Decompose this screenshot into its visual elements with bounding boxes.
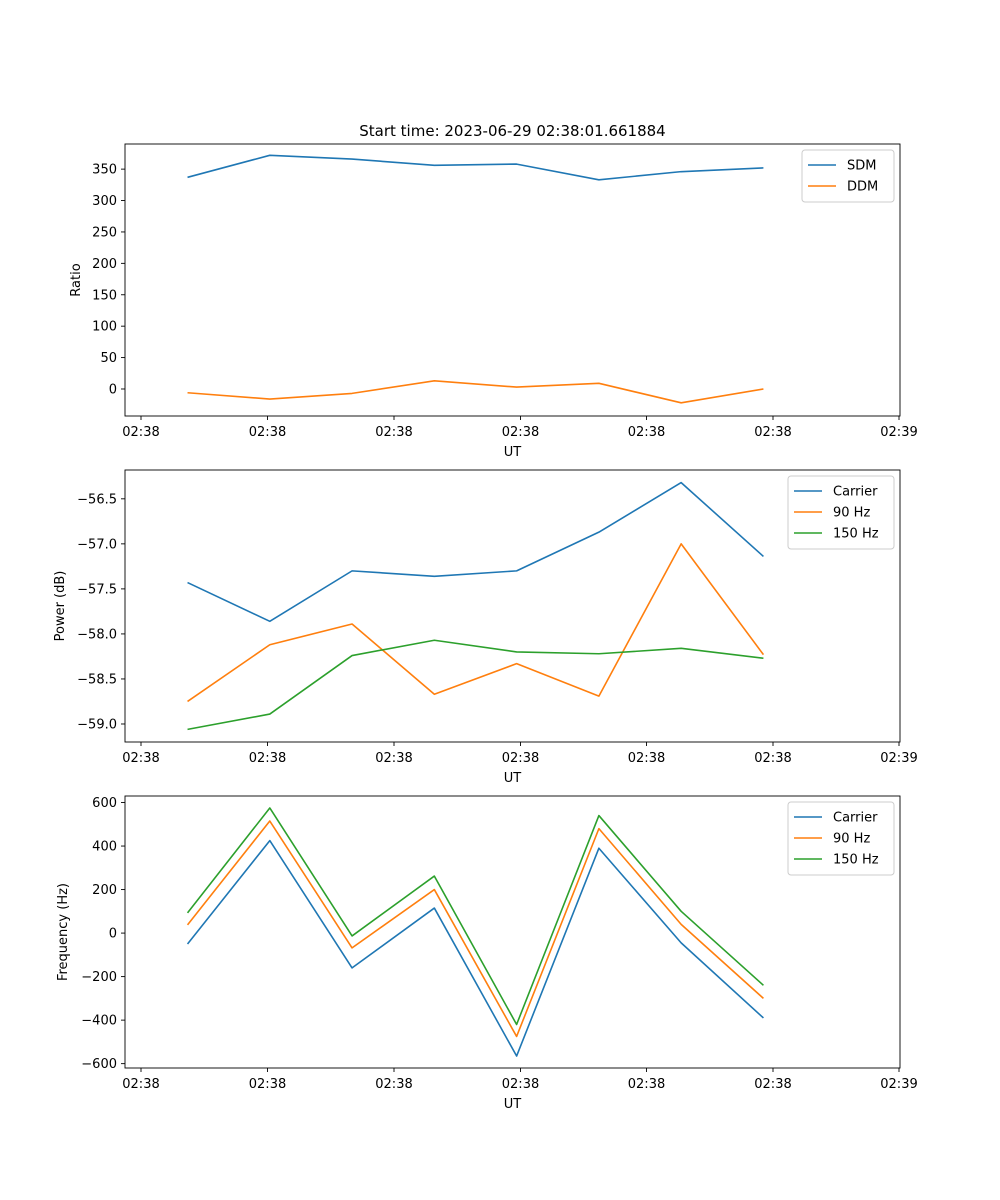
plot-frame (124, 795, 901, 1069)
x-tick-label: 02:38 (122, 425, 159, 440)
y-tick-label: 0 (109, 927, 117, 942)
legend-label: Carrier (833, 485, 878, 500)
legend-label: 150 Hz (833, 853, 879, 868)
y-tick-label: 300 (92, 194, 117, 209)
x-tick-label: 02:38 (628, 1077, 665, 1092)
x-axis-label: UT (504, 771, 522, 786)
x-tick-label: 02:38 (502, 425, 539, 440)
x-tick-label: 02:38 (122, 1077, 159, 1092)
y-tick-label: −59.0 (77, 717, 117, 732)
legend-label: DDM (847, 180, 878, 195)
y-axis-label: Power (dB) (53, 571, 68, 642)
x-axis-label: UT (504, 1097, 522, 1112)
x-axis-label: UT (504, 445, 522, 460)
legend-label: Carrier (833, 811, 878, 826)
legend-label: SDM (847, 159, 876, 174)
y-axis-label: Ratio (69, 263, 84, 296)
x-tick-label: 02:38 (249, 751, 286, 766)
x-tick-label: 02:39 (880, 751, 917, 766)
frequency-panel: 02:38 02:38 02:38 02:38 02:38 02:38 02:39 −600 −… (56, 795, 918, 1112)
series-line-ddm (187, 380, 764, 404)
series-line-150-hz (186, 807, 764, 1026)
x-tick-label: 02:38 (754, 751, 791, 766)
y-tick-label: −58.0 (77, 627, 117, 642)
x-tick-label: 02:38 (628, 751, 665, 766)
x-tick-label: 02:38 (122, 751, 159, 766)
legend-label: 90 Hz (833, 832, 870, 847)
x-tick-label: 02:39 (880, 1077, 917, 1092)
legend-box (787, 801, 895, 876)
x-tick-label: 02:38 (502, 1077, 539, 1092)
y-tick-label: −400 (81, 1014, 117, 1029)
y-tick-label: 200 (92, 883, 117, 898)
legend-box (801, 149, 895, 203)
y-tick-label: 250 (92, 225, 117, 240)
y-tick-label: −57.0 (77, 537, 117, 552)
x-tick-label: 02:38 (754, 1077, 791, 1092)
y-tick-label: −56.5 (77, 492, 117, 507)
x-tick-label: 02:38 (249, 1077, 286, 1092)
ratio-panel: 02:38 02:38 02:38 02:38 02:38 02:38 02:39 0 50 10… (69, 143, 918, 460)
plot-frame (124, 143, 901, 417)
y-tick-label: −58.5 (77, 672, 117, 687)
y-tick-label: −200 (81, 970, 117, 985)
legend-label: 150 Hz (833, 527, 879, 542)
x-tick-label: 02:38 (502, 751, 539, 766)
legend: Carrier 90 Hz 150 Hz (787, 475, 895, 550)
legend: SDM DDM (801, 149, 895, 203)
y-tick-label: 600 (92, 796, 117, 811)
y-axis-label: Frequency (Hz) (56, 883, 71, 981)
plot-frame (124, 469, 901, 743)
series-line-90-hz (186, 820, 764, 1038)
y-tick-label: 150 (92, 288, 117, 303)
series-line-carrier (186, 839, 764, 1057)
x-tick-label: 02:38 (628, 425, 665, 440)
y-tick-label: 100 (92, 320, 117, 335)
y-tick-label: 200 (92, 257, 117, 272)
y-tick-label: −57.5 (77, 582, 117, 597)
series-line-carrier (187, 481, 764, 623)
y-tick-label: 50 (100, 351, 117, 366)
x-tick-label: 02:38 (375, 1077, 412, 1092)
series-line-150-hz (187, 639, 764, 731)
figure-title: Start time: 2023-06-29 02:38:01.661884 (359, 122, 665, 140)
series-line-sdm (187, 154, 764, 181)
legend-box (787, 475, 895, 550)
x-tick-label: 02:39 (880, 425, 917, 440)
y-tick-label: −600 (81, 1057, 117, 1072)
legend: Carrier 90 Hz 150 Hz (787, 801, 895, 876)
power-panel: 02:38 02:38 02:38 02:38 02:38 02:38 02:39 −59.0… (53, 469, 918, 786)
series-line-90-hz (187, 543, 765, 703)
x-tick-label: 02:38 (375, 425, 412, 440)
x-tick-label: 02:38 (754, 425, 791, 440)
x-tick-label: 02:38 (249, 425, 286, 440)
y-tick-label: 400 (92, 840, 117, 855)
y-tick-label: 0 (109, 382, 117, 397)
x-tick-label: 02:38 (375, 751, 412, 766)
y-tick-label: 350 (92, 163, 117, 178)
legend-label: 90 Hz (833, 506, 870, 521)
